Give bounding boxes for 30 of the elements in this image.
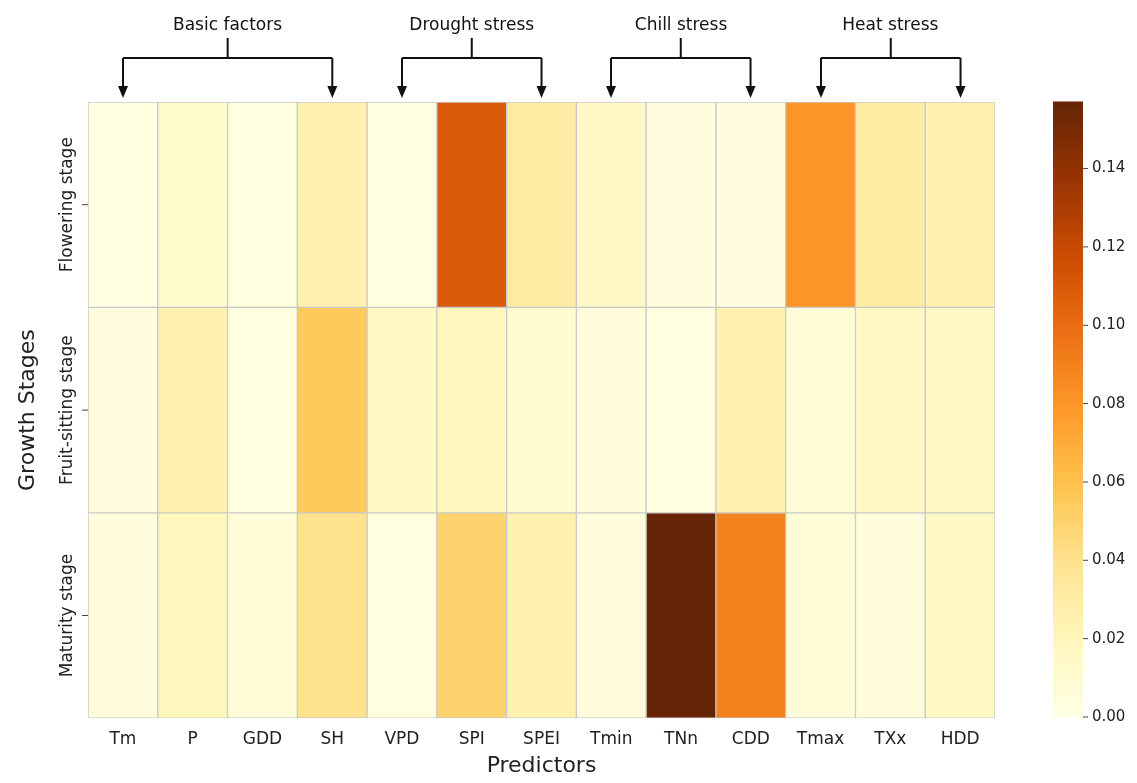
x-tick-label: GDD bbox=[242, 727, 283, 748]
color-bar-label: 0.12 bbox=[1092, 236, 1126, 255]
color-bar-label: 0.14 bbox=[1092, 158, 1126, 177]
y-tick-label: Fruit-sitting stage bbox=[56, 335, 77, 485]
x-tick-label: SH bbox=[320, 727, 344, 748]
y-tick-label: Maturity stage bbox=[56, 553, 77, 678]
y-tick-label: Flowering stage bbox=[56, 137, 77, 273]
x-tick-label: CDD bbox=[731, 727, 770, 748]
x-tick-label: TXx bbox=[873, 727, 907, 748]
text: Heat stress bbox=[842, 14, 939, 34]
x-axis-title: Predictors bbox=[486, 751, 597, 777]
x-tick-label: TNn bbox=[663, 727, 698, 748]
color-bar-label: 0.00 bbox=[1092, 706, 1126, 725]
x-tick-label: SPEI bbox=[523, 727, 560, 748]
color-bar-label: 0.10 bbox=[1092, 315, 1126, 334]
x-tick-label: HDD bbox=[940, 727, 980, 748]
x-tick-label: Tmax bbox=[795, 727, 845, 748]
x-tick-label: P bbox=[187, 727, 198, 748]
color-bar-label: 0.04 bbox=[1092, 550, 1126, 569]
text: Drought stress bbox=[409, 14, 535, 34]
color-bar-label: 0.08 bbox=[1092, 393, 1126, 412]
color-bar-label: 0.06 bbox=[1092, 471, 1126, 490]
x-tick-label: Tmin bbox=[589, 727, 633, 748]
x-tick-label: Tm bbox=[108, 727, 137, 748]
color-bar-label: 0.02 bbox=[1092, 628, 1126, 647]
text: Chill stress bbox=[634, 14, 728, 34]
y-axis-title: Growth Stages bbox=[13, 329, 39, 491]
x-tick-label: VPD bbox=[384, 727, 420, 748]
text: Basic factors bbox=[172, 14, 283, 34]
x-tick-label: SPI bbox=[458, 727, 485, 748]
